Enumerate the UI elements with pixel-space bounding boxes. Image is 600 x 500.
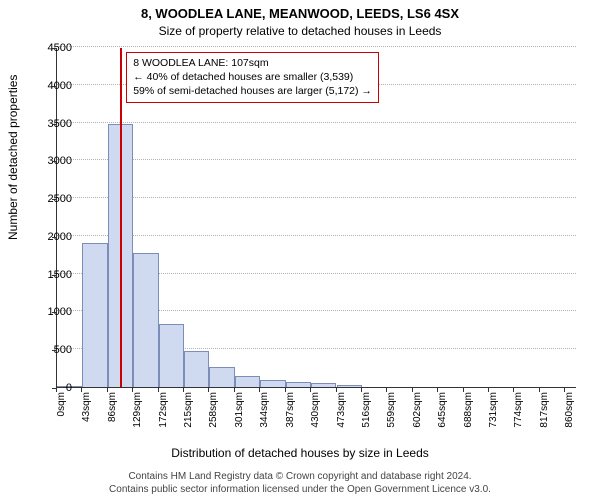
x-tick-label: 0sqm [56,392,67,442]
x-tick-label: 344sqm [259,392,270,442]
histogram-bar [286,382,311,387]
histogram-bar [311,383,336,387]
histogram-bar [209,367,234,387]
annotation-box: 8 WOODLEA LANE: 107sqm← 40% of detached … [126,52,379,103]
histogram-bar [235,376,260,387]
histogram-bar [184,351,209,387]
histogram-bar [159,324,184,387]
x-tick-label: 645sqm [437,392,448,442]
x-tick-label: 215sqm [183,392,194,442]
marker-line [120,48,122,387]
chart-subtitle: Size of property relative to detached ho… [0,24,600,38]
y-tick-mark [52,275,56,276]
x-tick-label: 43sqm [81,392,92,442]
annotation-line: 8 WOODLEA LANE: 107sqm [133,56,372,70]
y-tick-mark [52,237,56,238]
x-tick-label: 817sqm [539,392,550,442]
x-tick-label: 731sqm [488,392,499,442]
annotation-line: ← 40% of detached houses are smaller (3,… [133,70,372,84]
footer-line-2: Contains public sector information licen… [0,483,600,496]
x-tick-label: 430sqm [310,392,321,442]
gridline [57,46,576,47]
x-tick-label: 602sqm [412,392,423,442]
chart-title: 8, WOODLEA LANE, MEANWOOD, LEEDS, LS6 4S… [0,6,600,21]
x-tick-label: 516sqm [361,392,372,442]
x-tick-label: 774sqm [513,392,524,442]
x-tick-label: 258sqm [208,392,219,442]
x-axis-label: Distribution of detached houses by size … [0,446,600,460]
y-tick-mark [52,312,56,313]
gridline [57,122,576,123]
chart-container: 8, WOODLEA LANE, MEANWOOD, LEEDS, LS6 4S… [0,0,600,500]
x-tick-label: 387sqm [285,392,296,442]
y-tick-mark [52,350,56,351]
x-tick-label: 86sqm [107,392,118,442]
x-tick-label: 129sqm [132,392,143,442]
y-axis-label: Number of detached properties [6,75,20,240]
annotation-line: 59% of semi-detached houses are larger (… [133,84,372,98]
x-tick-label: 172sqm [158,392,169,442]
gridline [57,159,576,160]
y-tick-mark [52,124,56,125]
x-tick-label: 860sqm [564,392,575,442]
plot-area: 8 WOODLEA LANE: 107sqm← 40% of detached … [56,48,576,388]
chart-footer: Contains HM Land Registry data © Crown c… [0,470,600,496]
gridline [57,235,576,236]
y-tick-mark [52,161,56,162]
histogram-bar [260,380,285,387]
y-tick-mark [52,48,56,49]
x-tick-label: 688sqm [463,392,474,442]
x-tick-label: 473sqm [336,392,347,442]
y-tick-mark [52,199,56,200]
gridline [57,197,576,198]
histogram-bar [82,243,107,387]
y-tick-mark [52,86,56,87]
histogram-bar [133,253,158,387]
x-tick-label: 559sqm [386,392,397,442]
x-tick-label: 301sqm [234,392,245,442]
footer-line-1: Contains HM Land Registry data © Crown c… [0,470,600,483]
histogram-bar [337,385,362,387]
